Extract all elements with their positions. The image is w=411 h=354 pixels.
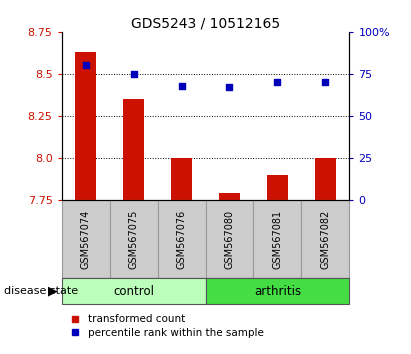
Text: disease state: disease state: [4, 286, 78, 296]
Point: [322, 80, 329, 85]
Text: GSM567081: GSM567081: [272, 209, 282, 269]
Bar: [254, 200, 301, 278]
Bar: [301, 200, 349, 278]
Bar: [62, 200, 110, 278]
Point: [130, 71, 137, 77]
Title: GDS5243 / 10512165: GDS5243 / 10512165: [131, 17, 280, 31]
Bar: [314, 158, 336, 200]
Text: GSM567082: GSM567082: [321, 209, 330, 269]
Point: [178, 83, 185, 88]
Bar: [267, 175, 288, 200]
Bar: [123, 99, 144, 200]
Text: GSM567076: GSM567076: [177, 209, 187, 269]
Text: GSM567075: GSM567075: [129, 209, 139, 269]
Bar: [219, 193, 240, 200]
Legend: transformed count, percentile rank within the sample: transformed count, percentile rank withi…: [67, 310, 268, 342]
Point: [274, 80, 281, 85]
Bar: [157, 200, 206, 278]
Text: GSM567074: GSM567074: [81, 209, 90, 269]
Bar: [62, 278, 206, 304]
Text: arthritis: arthritis: [254, 285, 301, 298]
Bar: [75, 52, 97, 200]
Bar: [110, 200, 157, 278]
Text: GSM567080: GSM567080: [224, 209, 234, 269]
Text: control: control: [113, 285, 154, 298]
Text: ▶: ▶: [48, 285, 58, 298]
Point: [82, 63, 89, 68]
Bar: [206, 200, 254, 278]
Point: [226, 85, 233, 90]
Bar: [171, 158, 192, 200]
Bar: [206, 278, 349, 304]
